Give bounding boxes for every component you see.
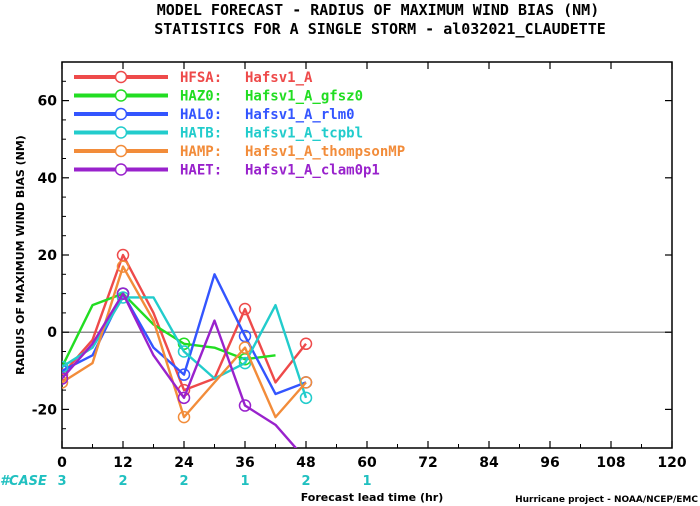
y-axis-label: RADIUS OF MAXIMUM WIND BIAS (NM) [14,135,27,375]
series-point-0 [238,302,252,316]
legend-entry-2: HAL0: Hafsv1_A_rlm0 [180,107,355,123]
x-tick-label: 0 [57,455,67,471]
legend-marker-2 [114,107,128,121]
series-point-5 [177,391,191,405]
legend-marker-4 [114,144,128,158]
legend-marker-0 [114,70,128,84]
legend-model-0: HFSA: [180,70,222,86]
legend-name-1: Hafsv1_A_gfsz0 [245,89,363,105]
x-tick-label: 12 [113,455,132,471]
legend-entry-5: HAET: Hafsv1_A_clam0p1 [180,163,380,179]
legend-name-4: Hafsv1_A_thompsonMP [245,144,405,160]
case-count: 1 [362,474,371,489]
legend-entry-0: HFSA: Hafsv1_A [180,70,313,86]
series-point-5 [116,287,130,300]
legend: HFSA: Hafsv1_A HAZ0: Hafsv1_A_gfsz0 HAL0: Haf… [74,70,405,179]
y-tick-label: 0 [47,325,57,341]
legend-name-0: Hafsv1_A [245,70,313,86]
case-count: 2 [179,474,188,489]
series-point-4 [116,260,130,273]
series-point-0 [299,337,313,351]
x-tick-label: 72 [418,455,437,471]
legend-model-3: HATB: [180,126,222,142]
series-line-5 [62,292,298,448]
series-line-4 [62,265,307,419]
legend-model-5: HAET: [180,163,222,179]
case-count: 3 [57,474,66,489]
x-tick-label: 108 [596,455,625,471]
legend-name-3: Hafsv1_A_tcpbl [245,126,363,142]
x-tick-label: 96 [540,455,559,471]
plot-frame [61,61,673,449]
series-line-0 [62,253,307,392]
legend-marker-1 [114,89,128,102]
series-point-4 [62,376,69,389]
chart-title-line1: MODEL FORECAST - RADIUS OF MAXIMUM WIND … [157,1,600,19]
x-axis-label: Forecast lead time (hr) [301,491,444,504]
x-tick-label: 120 [657,455,686,471]
series-point-4 [238,341,252,354]
series-point-4 [299,376,313,389]
case-count: 2 [301,474,310,489]
series-group [62,248,313,448]
case-count: 2 [118,474,127,489]
y-tick-label: 40 [38,171,58,187]
series-point-3 [177,345,191,358]
legend-marker-5 [114,163,128,176]
series-point-4 [177,410,191,424]
x-tick-label: 36 [235,455,254,471]
legend-name-5: Hafsv1_A_clam0p1 [245,163,380,179]
legend-name-2: Hafsv1_A_rlm0 [245,107,355,123]
x-tick-label: 60 [357,455,377,471]
legend-marker-3 [114,126,128,139]
x-tick-label: 84 [479,455,499,471]
case-count: 1 [240,474,249,489]
legend-model-2: HAL0: [180,107,222,123]
series-point-0 [62,368,69,381]
y-tick-label: 60 [38,94,58,110]
series-point-3 [116,291,130,304]
x-tick-label: 24 [174,455,194,471]
legend-entry-4: HAMP: Hafsv1_A_thompsonMP [180,144,405,160]
credit-text: Hurricane project - NOAA/NCEP/EMC [515,495,698,505]
series-point-2 [177,368,191,381]
legend-model-1: HAZ0: [180,89,222,105]
case-label: #CASE [0,474,47,489]
legend-entry-3: HATB: Hafsv1_A_tcpbl [180,126,363,142]
chart-title-line2: STATISTICS FOR A SINGLE STORM - al032021… [154,20,606,38]
series-point-3 [62,360,69,374]
y-tick-label: -20 [32,402,58,418]
series-point-5 [238,399,252,412]
legend-entry-1: HAZ0: Hafsv1_A_gfsz0 [180,89,363,105]
y-tick-label: 20 [38,248,58,264]
legend-model-4: HAMP: [180,144,222,160]
series-point-3 [299,391,313,405]
series-point-5 [62,372,69,385]
x-tick-label: 48 [296,455,315,471]
